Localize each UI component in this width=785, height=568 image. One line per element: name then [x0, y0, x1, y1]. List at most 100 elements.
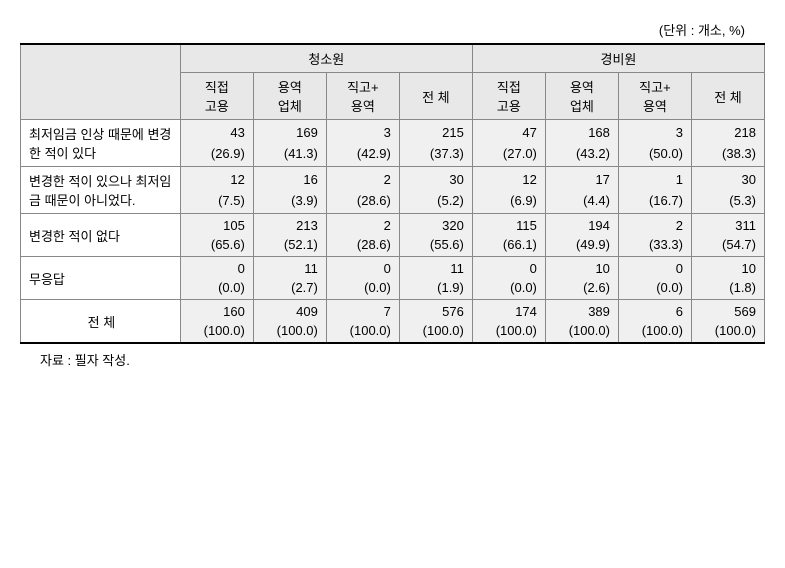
row-label: 변경한 적이 있으나 최저임금 때문이 아니었다. [21, 167, 181, 214]
cell-percent: (5.3) [691, 190, 764, 214]
cell-value: 0 [180, 257, 253, 279]
cell-percent: (41.3) [253, 143, 326, 167]
cell-value: 47 [472, 120, 545, 144]
cell-percent: (0.0) [472, 278, 545, 300]
cell-percent: (7.5) [180, 190, 253, 214]
cell-percent: (6.9) [472, 190, 545, 214]
cell-percent: (100.0) [180, 321, 253, 343]
cell-value: 11 [399, 257, 472, 279]
cell-value: 213 [253, 214, 326, 236]
source-note: 자료 : 필자 작성. [20, 350, 765, 369]
cell-value: 576 [399, 300, 472, 322]
cell-value: 168 [545, 120, 618, 144]
subheader-8: 전 체 [691, 73, 764, 120]
cell-value: 569 [691, 300, 764, 322]
cell-value: 218 [691, 120, 764, 144]
header-group-right: 경비원 [472, 44, 764, 73]
cell-value: 1 [618, 167, 691, 191]
cell-percent: (52.1) [253, 235, 326, 257]
cell-value: 0 [326, 257, 399, 279]
cell-value: 0 [472, 257, 545, 279]
cell-percent: (100.0) [326, 321, 399, 343]
cell-value: 2 [326, 167, 399, 191]
data-table: 청소원 경비원 직접고용 용역업체 직고+용역 전 체 직접고용 용역업체 직고… [20, 43, 765, 344]
cell-value: 16 [253, 167, 326, 191]
cell-percent: (27.0) [472, 143, 545, 167]
cell-percent: (42.9) [326, 143, 399, 167]
cell-value: 30 [399, 167, 472, 191]
cell-percent: (37.3) [399, 143, 472, 167]
cell-value: 0 [618, 257, 691, 279]
cell-percent: (16.7) [618, 190, 691, 214]
cell-value: 194 [545, 214, 618, 236]
cell-percent: (2.6) [545, 278, 618, 300]
cell-value: 389 [545, 300, 618, 322]
cell-percent: (100.0) [399, 321, 472, 343]
cell-value: 160 [180, 300, 253, 322]
row-label: 최저임금 인상 때문에 변경한 적이 있다 [21, 120, 181, 167]
cell-percent: (65.6) [180, 235, 253, 257]
cell-percent: (38.3) [691, 143, 764, 167]
cell-percent: (0.0) [618, 278, 691, 300]
table-body: 최저임금 인상 때문에 변경한 적이 있다431693215471683218(… [21, 120, 765, 344]
cell-value: 10 [545, 257, 618, 279]
row-label: 전 체 [21, 300, 181, 344]
cell-value: 311 [691, 214, 764, 236]
cell-percent: (2.7) [253, 278, 326, 300]
subheader-5: 직접고용 [472, 73, 545, 120]
cell-value: 12 [472, 167, 545, 191]
cell-percent: (1.9) [399, 278, 472, 300]
cell-value: 12 [180, 167, 253, 191]
cell-percent: (100.0) [618, 321, 691, 343]
unit-label: (단위 : 개소, %) [20, 20, 765, 39]
cell-value: 215 [399, 120, 472, 144]
cell-percent: (55.6) [399, 235, 472, 257]
cell-percent: (49.9) [545, 235, 618, 257]
cell-value: 3 [618, 120, 691, 144]
cell-percent: (50.0) [618, 143, 691, 167]
cell-percent: (28.6) [326, 235, 399, 257]
subheader-1: 직접고용 [180, 73, 253, 120]
cell-value: 2 [618, 214, 691, 236]
cell-percent: (100.0) [253, 321, 326, 343]
cell-percent: (100.0) [472, 321, 545, 343]
cell-value: 17 [545, 167, 618, 191]
cell-percent: (0.0) [326, 278, 399, 300]
cell-value: 7 [326, 300, 399, 322]
cell-percent: (26.9) [180, 143, 253, 167]
subheader-3: 직고+용역 [326, 73, 399, 120]
cell-value: 174 [472, 300, 545, 322]
cell-percent: (100.0) [691, 321, 764, 343]
cell-percent: (66.1) [472, 235, 545, 257]
cell-percent: (54.7) [691, 235, 764, 257]
cell-percent: (1.8) [691, 278, 764, 300]
subheader-4: 전 체 [399, 73, 472, 120]
header-blank [21, 44, 181, 120]
row-label: 무응답 [21, 257, 181, 300]
subheader-7: 직고+용역 [618, 73, 691, 120]
cell-percent: (0.0) [180, 278, 253, 300]
cell-percent: (5.2) [399, 190, 472, 214]
cell-value: 3 [326, 120, 399, 144]
subheader-2: 용역업체 [253, 73, 326, 120]
cell-percent: (4.4) [545, 190, 618, 214]
cell-percent: (100.0) [545, 321, 618, 343]
cell-value: 169 [253, 120, 326, 144]
cell-value: 30 [691, 167, 764, 191]
cell-value: 43 [180, 120, 253, 144]
cell-value: 6 [618, 300, 691, 322]
cell-value: 11 [253, 257, 326, 279]
cell-value: 115 [472, 214, 545, 236]
cell-percent: (28.6) [326, 190, 399, 214]
cell-value: 409 [253, 300, 326, 322]
subheader-6: 용역업체 [545, 73, 618, 120]
cell-value: 320 [399, 214, 472, 236]
cell-percent: (33.3) [618, 235, 691, 257]
cell-value: 2 [326, 214, 399, 236]
row-label: 변경한 적이 없다 [21, 214, 181, 257]
cell-percent: (43.2) [545, 143, 618, 167]
cell-value: 10 [691, 257, 764, 279]
cell-value: 105 [180, 214, 253, 236]
header-group-left: 청소원 [180, 44, 472, 73]
cell-percent: (3.9) [253, 190, 326, 214]
